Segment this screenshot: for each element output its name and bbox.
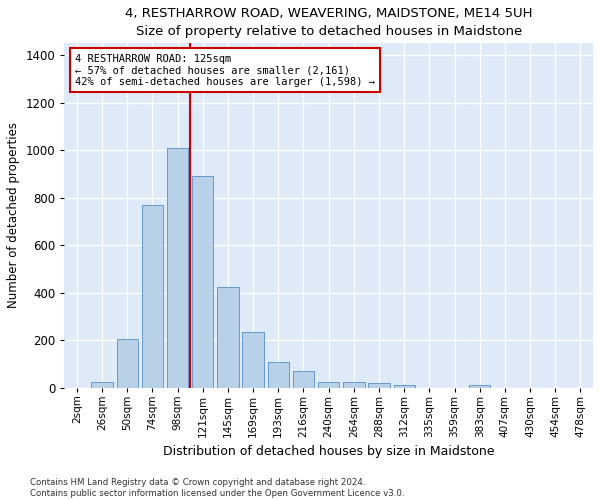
Bar xyxy=(318,382,340,388)
Bar xyxy=(192,176,214,388)
Text: Contains HM Land Registry data © Crown copyright and database right 2024.
Contai: Contains HM Land Registry data © Crown c… xyxy=(30,478,404,498)
Bar xyxy=(242,332,264,388)
Bar xyxy=(116,339,138,388)
Bar xyxy=(217,286,239,388)
Bar xyxy=(469,385,490,388)
Title: 4, RESTHARROW ROAD, WEAVERING, MAIDSTONE, ME14 5UH
Size of property relative to : 4, RESTHARROW ROAD, WEAVERING, MAIDSTONE… xyxy=(125,7,532,38)
Bar xyxy=(91,382,113,388)
Bar xyxy=(368,383,390,388)
Bar xyxy=(142,205,163,388)
Bar xyxy=(293,371,314,388)
Bar xyxy=(167,148,188,388)
Y-axis label: Number of detached properties: Number of detached properties xyxy=(7,122,20,308)
Bar xyxy=(268,362,289,388)
X-axis label: Distribution of detached houses by size in Maidstone: Distribution of detached houses by size … xyxy=(163,445,494,458)
Bar xyxy=(394,386,415,388)
Bar xyxy=(343,382,365,388)
Text: 4 RESTHARROW ROAD: 125sqm
← 57% of detached houses are smaller (2,161)
42% of se: 4 RESTHARROW ROAD: 125sqm ← 57% of detac… xyxy=(75,54,375,87)
